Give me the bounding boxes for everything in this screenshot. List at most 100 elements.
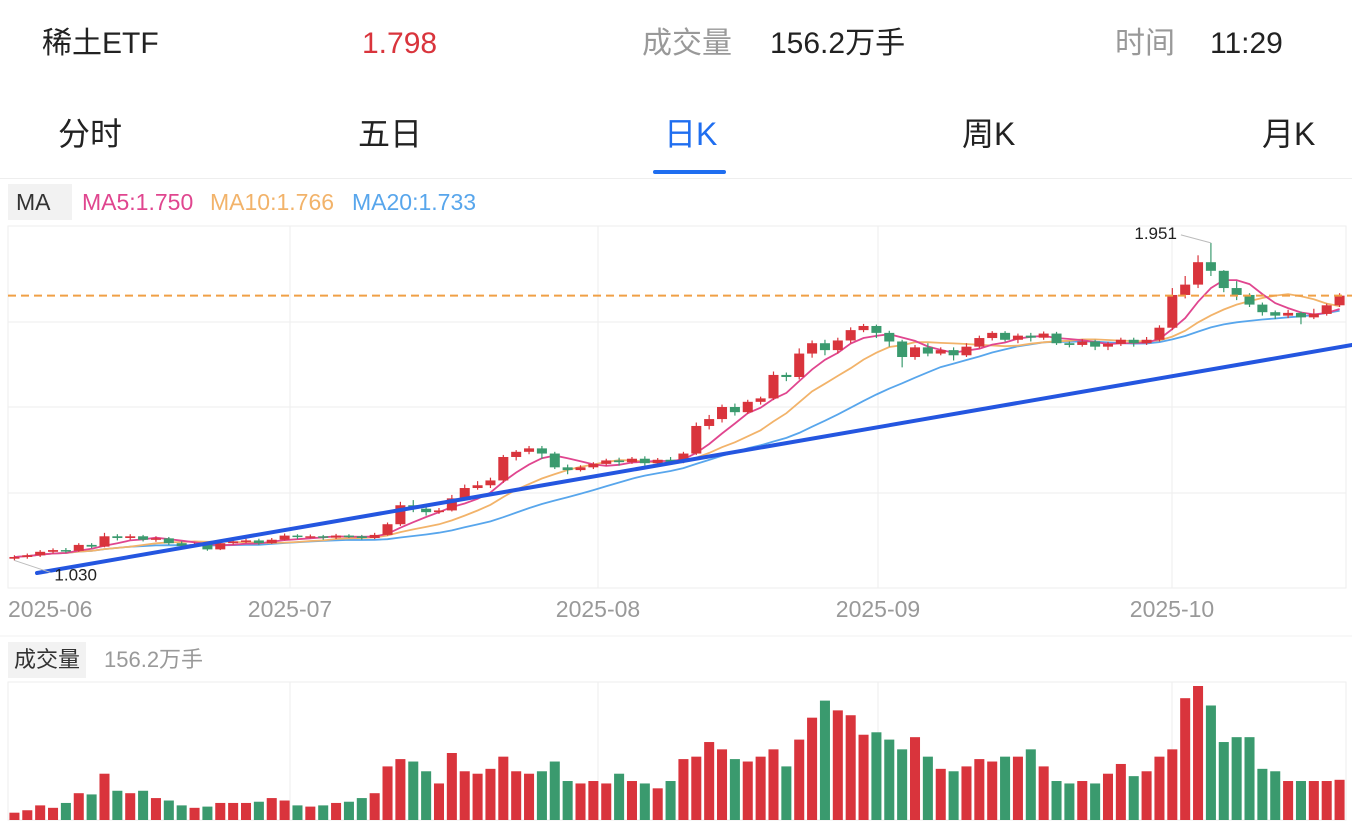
candle-body	[755, 398, 766, 402]
candle-down	[253, 538, 264, 545]
candle-body	[215, 543, 226, 550]
tab-five-day[interactable]: 五日	[358, 116, 423, 152]
volume-bar	[1128, 776, 1139, 820]
candle-body	[1102, 343, 1114, 347]
volume-bar	[1038, 766, 1049, 820]
volume-bar	[1051, 781, 1062, 820]
candle-down	[112, 534, 123, 541]
candle-body	[485, 480, 496, 486]
candle-down	[614, 457, 625, 466]
tab-intraday[interactable]: 分时	[58, 116, 123, 152]
volume-bar	[768, 749, 779, 820]
candle-body	[433, 510, 445, 513]
candle-body	[1064, 343, 1075, 345]
high-marker-line	[1180, 234, 1212, 244]
candle-up	[511, 450, 522, 461]
candle-body	[1180, 284, 1191, 295]
period-tabs: 分时 五日 日K 周K 月K	[0, 96, 1352, 179]
candle-body	[1167, 294, 1178, 328]
x-tick-label: 2025-07	[248, 596, 332, 622]
candle-body	[1308, 313, 1319, 318]
volume-bar	[858, 734, 869, 820]
candle-body	[202, 544, 213, 550]
candle-body	[498, 456, 509, 481]
ma10-value: MA10:1.766	[210, 189, 335, 215]
ma20-line	[14, 309, 1340, 558]
volume-bar	[536, 771, 547, 820]
volume-bar	[318, 805, 329, 820]
candle-down	[1218, 270, 1229, 293]
candle-body	[948, 350, 959, 356]
candle-body	[536, 448, 547, 454]
candle-up	[1102, 341, 1114, 351]
volume-bar	[1077, 781, 1088, 820]
candle-body	[742, 401, 753, 413]
candle-body	[86, 544, 97, 547]
candle-body	[549, 453, 560, 468]
volume-bar	[1141, 771, 1152, 820]
candle-body	[588, 463, 599, 468]
candle-down	[536, 445, 547, 459]
volume-bar	[549, 761, 560, 820]
candle-up	[974, 335, 985, 349]
candle-body	[987, 332, 998, 339]
candle-down	[819, 339, 830, 356]
candle-body	[1334, 295, 1345, 306]
ma-selector-button[interactable]: MA	[8, 184, 72, 220]
volume-bar	[871, 732, 882, 820]
volume-bar	[781, 766, 792, 820]
current-price: 1.798	[362, 27, 438, 60]
candle-up	[742, 399, 753, 414]
candle-down	[549, 451, 560, 470]
candle-body	[9, 556, 20, 559]
tab-daily-k[interactable]: 日K	[664, 116, 718, 152]
candle-down	[1270, 310, 1281, 320]
candle-body	[1270, 312, 1281, 316]
candle-up	[1115, 337, 1126, 346]
candle-body	[819, 343, 830, 351]
candle-down	[1090, 339, 1101, 351]
candle-body	[665, 459, 676, 462]
volume-selector-button[interactable]: 成交量	[8, 642, 87, 678]
volume-bar	[86, 794, 97, 820]
candle-up	[858, 323, 869, 333]
volume-bar	[665, 781, 676, 820]
candle-body	[292, 535, 303, 538]
volume-bar	[575, 783, 586, 820]
candle-body	[768, 374, 779, 399]
candle-down	[343, 534, 354, 539]
volume-bar	[1257, 768, 1268, 820]
candle-body	[163, 538, 174, 544]
candle-up	[588, 462, 599, 470]
tab-weekly-k[interactable]: 周K	[962, 116, 1016, 152]
volume-bar	[807, 717, 818, 820]
volume-bar	[614, 773, 625, 820]
volume-bar	[22, 810, 33, 820]
candle-body	[794, 353, 805, 378]
candle-up	[691, 422, 702, 455]
volume-bar	[974, 759, 985, 820]
candle-body	[678, 453, 689, 462]
candle-up	[22, 553, 33, 559]
volume-bar	[459, 771, 470, 820]
volume-bar	[832, 710, 843, 820]
candle-up	[794, 348, 805, 380]
volume-bar	[266, 798, 277, 820]
candle-down	[1025, 332, 1036, 342]
candle-body	[279, 535, 290, 540]
candle-body	[369, 534, 380, 539]
volume-bar	[498, 756, 509, 820]
volume-bar	[588, 781, 599, 820]
candle-body	[1141, 339, 1152, 344]
x-tick-label: 2025-06	[8, 596, 92, 622]
candle-up	[1321, 303, 1332, 316]
candle-up	[755, 396, 766, 405]
candle-down	[292, 534, 303, 540]
tab-monthly-k[interactable]: 月K	[1262, 116, 1316, 152]
volume-bar	[987, 761, 998, 820]
high-price-label: 1.951	[1134, 224, 1177, 243]
volume-label: 成交量	[642, 27, 732, 60]
candle-up	[498, 454, 509, 483]
volume-bar	[112, 790, 123, 820]
